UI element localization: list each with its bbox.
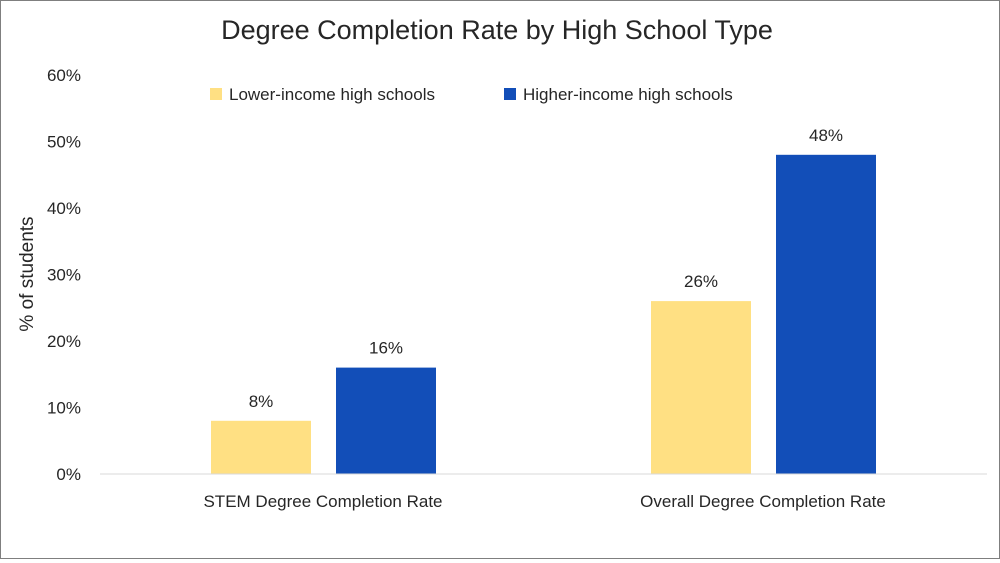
y-tick-label: 50% xyxy=(47,133,81,152)
category-labels: STEM Degree Completion Rate Overall Degre… xyxy=(203,492,885,511)
y-tick-label: 40% xyxy=(47,199,81,218)
bar-lower-income-stem xyxy=(211,420,311,474)
legend: Lower-income high schools Higher-income h… xyxy=(210,85,733,104)
bar-lower-income-overall xyxy=(651,301,751,474)
bar-higher-income-overall xyxy=(776,154,876,475)
bar-higher-income-stem xyxy=(336,367,436,474)
category-label: Overall Degree Completion Rate xyxy=(640,492,886,511)
chart-title: Degree Completion Rate by High School Ty… xyxy=(221,15,773,45)
data-label: 16% xyxy=(369,339,403,358)
y-tick-label: 0% xyxy=(56,465,81,484)
y-tick-label: 10% xyxy=(47,399,81,418)
data-labels: 8% 16% 26% 48% xyxy=(249,126,843,411)
y-tick-label: 30% xyxy=(47,266,81,285)
legend-swatch xyxy=(504,88,516,100)
y-axis-label: % of students xyxy=(17,216,38,331)
bars xyxy=(211,154,876,475)
data-label: 8% xyxy=(249,392,274,411)
category-label: STEM Degree Completion Rate xyxy=(203,492,442,511)
y-axis-ticks: 0% 10% 20% 30% 40% 50% 60% xyxy=(47,66,81,484)
y-tick-label: 20% xyxy=(47,332,81,351)
data-label: 48% xyxy=(809,126,843,145)
data-label: 26% xyxy=(684,272,718,291)
legend-swatch xyxy=(210,88,222,100)
legend-label: Lower-income high schools xyxy=(229,85,435,104)
legend-label: Higher-income high schools xyxy=(523,85,733,104)
y-tick-label: 60% xyxy=(47,66,81,85)
